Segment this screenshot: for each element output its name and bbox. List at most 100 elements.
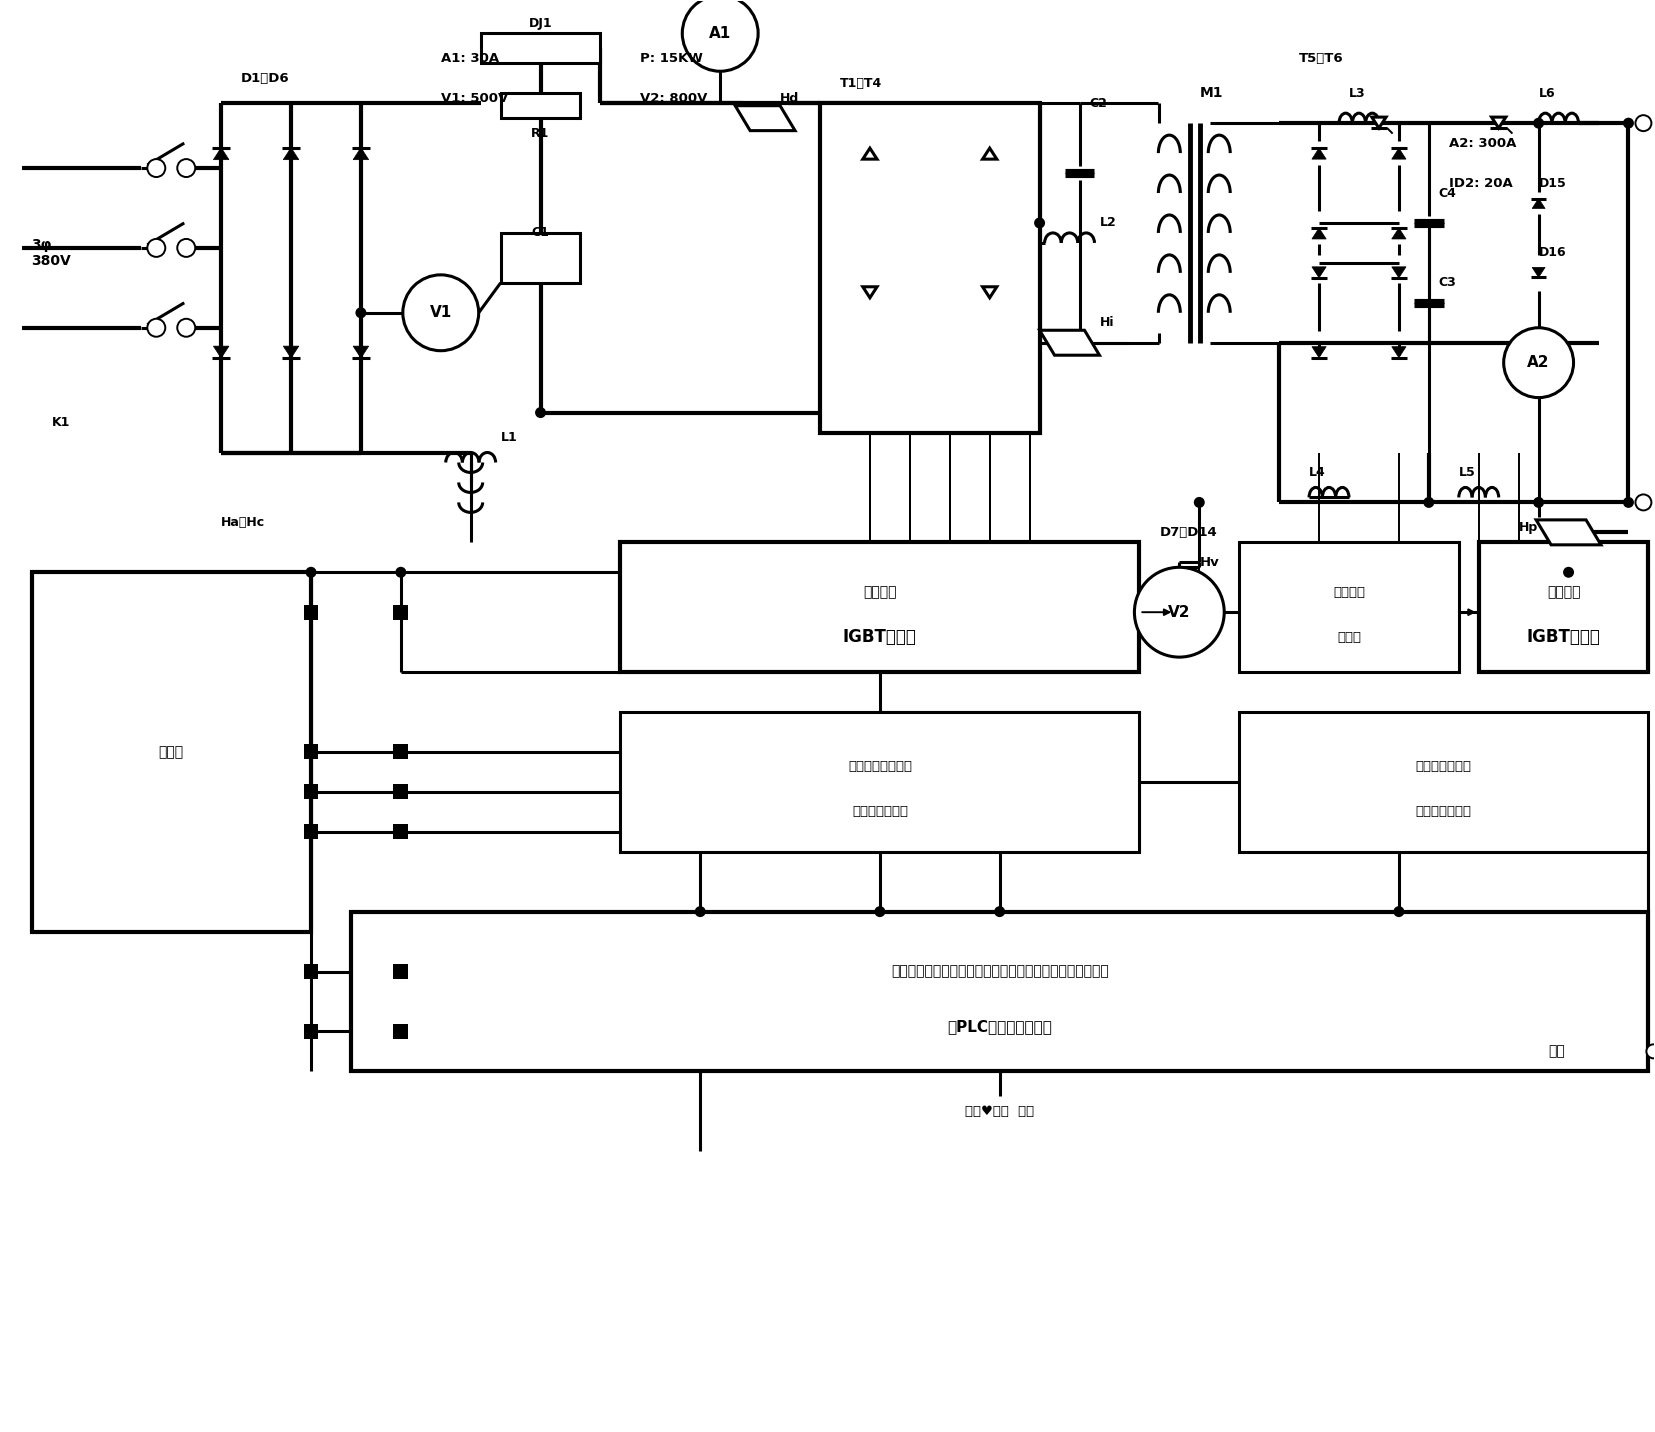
Bar	[394, 964, 409, 979]
Text: C3: C3	[1438, 276, 1456, 289]
Text: 通讯: 通讯	[1547, 1044, 1564, 1058]
Polygon shape	[1311, 347, 1326, 358]
Text: DJ1: DJ1	[528, 17, 553, 30]
Bar	[394, 604, 409, 620]
Polygon shape	[1390, 147, 1405, 159]
Text: D7～D14: D7～D14	[1158, 526, 1216, 538]
Bar	[303, 785, 318, 799]
Circle shape	[535, 407, 546, 418]
Circle shape	[147, 319, 166, 337]
Text: D1～D6: D1～D6	[242, 72, 290, 84]
Bar	[1238, 712, 1647, 852]
Polygon shape	[1311, 228, 1326, 239]
Polygon shape	[1311, 147, 1326, 159]
Polygon shape	[1536, 520, 1600, 544]
Text: （PLC或嵌入式系统）: （PLC或嵌入式系统）	[947, 1020, 1051, 1034]
Text: L5: L5	[1458, 465, 1475, 478]
Circle shape	[1392, 906, 1403, 916]
Bar	[621, 543, 1139, 672]
Text: 移相逆变、保护及: 移相逆变、保护及	[847, 760, 912, 773]
Text: 差拍斩波、保护: 差拍斩波、保护	[1415, 760, 1471, 773]
Text: T5～T6: T5～T6	[1298, 52, 1342, 64]
Circle shape	[682, 0, 758, 72]
Bar	[480, 33, 601, 63]
Circle shape	[396, 567, 405, 577]
Text: D16: D16	[1537, 246, 1566, 259]
Circle shape	[1533, 497, 1542, 508]
Polygon shape	[1039, 331, 1099, 355]
Circle shape	[177, 319, 195, 337]
Text: R1: R1	[531, 126, 549, 140]
Polygon shape	[735, 106, 794, 130]
Circle shape	[1134, 567, 1223, 657]
Bar	[394, 825, 409, 839]
Polygon shape	[353, 347, 369, 358]
Circle shape	[1193, 497, 1205, 508]
Circle shape	[1645, 1044, 1655, 1058]
Text: IGBT驱动器: IGBT驱动器	[1526, 629, 1599, 646]
Text: C2: C2	[1089, 97, 1107, 110]
Circle shape	[147, 239, 166, 256]
Text: Hd: Hd	[780, 92, 799, 105]
Circle shape	[305, 826, 316, 838]
Text: 电压霍尔: 电压霍尔	[1332, 586, 1364, 599]
Circle shape	[356, 308, 366, 318]
Circle shape	[305, 967, 316, 977]
Circle shape	[993, 906, 1005, 916]
Circle shape	[1533, 117, 1542, 129]
Bar	[303, 964, 318, 979]
Circle shape	[177, 159, 195, 178]
Bar	[303, 1024, 318, 1038]
Bar	[394, 1024, 409, 1038]
Text: L6: L6	[1537, 87, 1554, 100]
Polygon shape	[1531, 199, 1544, 209]
Text: 预离化起弧电压、瞬离化维持电压及弧源电流的智能设定器: 预离化起弧电压、瞬离化维持电压及弧源电流的智能设定器	[890, 965, 1107, 978]
Text: ID2: 20A: ID2: 20A	[1448, 176, 1511, 189]
Bar	[1238, 543, 1458, 672]
Bar	[819, 103, 1039, 432]
Text: V1: 500V: V1: 500V	[440, 92, 508, 105]
Polygon shape	[1390, 347, 1405, 358]
Text: V2: V2	[1167, 604, 1190, 620]
Polygon shape	[283, 147, 298, 160]
Text: 稳压调节器电路: 稳压调节器电路	[851, 805, 907, 818]
Polygon shape	[1390, 228, 1405, 239]
Bar	[1478, 543, 1647, 672]
Polygon shape	[283, 347, 298, 358]
Text: L4: L4	[1307, 465, 1326, 478]
Polygon shape	[981, 286, 996, 298]
Text: A2: 300A: A2: 300A	[1448, 136, 1516, 149]
Polygon shape	[1531, 268, 1544, 278]
Polygon shape	[213, 347, 228, 358]
Polygon shape	[1390, 266, 1405, 278]
Text: A2: A2	[1526, 355, 1549, 371]
Text: C4: C4	[1438, 186, 1456, 199]
Text: P: 15KW: P: 15KW	[640, 52, 703, 64]
Circle shape	[305, 786, 316, 798]
Polygon shape	[1311, 266, 1326, 278]
Bar	[394, 785, 409, 799]
Circle shape	[1503, 328, 1572, 398]
Bar	[621, 712, 1139, 852]
Text: C1: C1	[531, 226, 549, 239]
Text: A1: A1	[708, 26, 732, 42]
Text: T1～T4: T1～T4	[839, 77, 882, 90]
Circle shape	[177, 239, 195, 256]
Text: L3: L3	[1349, 87, 1365, 100]
Text: Hv: Hv	[1198, 556, 1218, 569]
Bar	[394, 745, 409, 759]
Text: D15: D15	[1537, 176, 1566, 189]
Circle shape	[305, 1025, 316, 1037]
Text: 启动♥停机  复位: 启动♥停机 复位	[965, 1104, 1034, 1118]
Bar	[303, 745, 318, 759]
Text: L2: L2	[1099, 216, 1115, 229]
Polygon shape	[213, 147, 228, 160]
Polygon shape	[862, 147, 877, 159]
Bar	[500, 233, 581, 284]
Text: 差拍斩波: 差拍斩波	[1546, 586, 1579, 599]
Text: 及稳流调节电路: 及稳流调节电路	[1415, 805, 1471, 818]
Bar	[31, 573, 311, 932]
Circle shape	[1635, 494, 1650, 510]
Circle shape	[1562, 567, 1574, 577]
Text: K1: K1	[51, 417, 70, 430]
